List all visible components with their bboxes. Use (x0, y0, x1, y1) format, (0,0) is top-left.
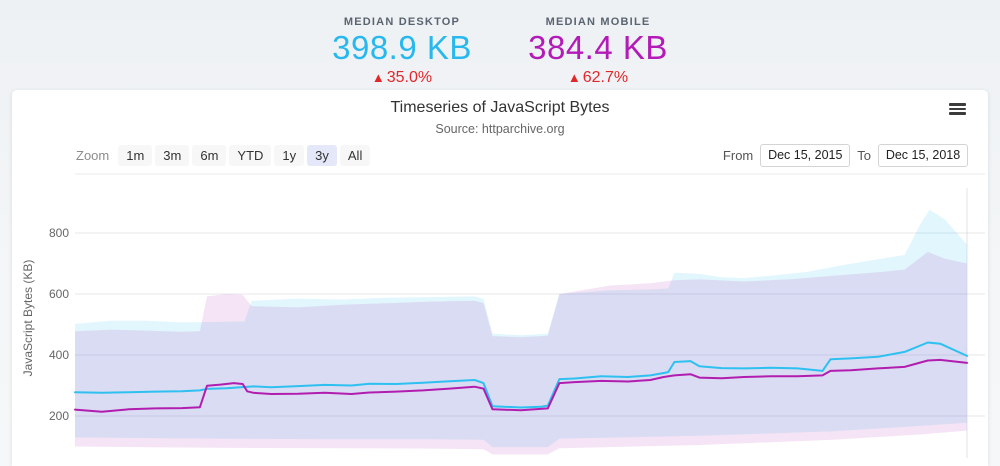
to-date-input[interactable] (878, 143, 968, 167)
stat-delta-desktop-value: 35.0% (386, 68, 433, 86)
chart-title: Timeseries of JavaScript Bytes (390, 99, 610, 116)
hamburger-menu-icon[interactable] (949, 103, 966, 116)
mobile-band (75, 251, 967, 455)
stat-delta-mobile: ▲ 62.7% (518, 69, 678, 87)
svg-text:400: 400 (49, 348, 69, 362)
gridlines (75, 232, 985, 417)
zoom-button-all[interactable]: All (339, 144, 371, 166)
stat-label-mobile: MEDIAN MOBILE (545, 16, 651, 28)
svg-text:200: 200 (49, 409, 69, 423)
zoom-label: Zoom (76, 147, 110, 163)
stat-value-mobile: 384.4 KB (528, 29, 668, 66)
y-axis-title: JavaScript Bytes (KB) (21, 260, 35, 377)
mobile-line (74, 358, 968, 413)
to-label: To (857, 147, 871, 163)
stat-label-desktop: MEDIAN DESKTOP (343, 16, 461, 28)
y-axis-labels: 200 400 600 800 (49, 226, 69, 423)
stat-median-mobile: MEDIAN MOBILE 384.4 KB ▲ 62.7% (518, 16, 678, 90)
svg-text:600: 600 (49, 287, 69, 301)
zoom-button-3m[interactable]: 3m (155, 144, 190, 166)
date-range: From To (722, 143, 968, 167)
chart-plot-area[interactable]: 200 400 600 800 JavaScript Bytes (KB) (12, 168, 988, 466)
zoom-button-1m[interactable]: 1m (118, 144, 153, 166)
stat-delta-desktop: ▲ 35.0% (322, 69, 482, 87)
svg-text:800: 800 (49, 226, 69, 240)
increase-triangle-icon: ▲ (567, 69, 581, 85)
chart-card: Timeseries of JavaScript Bytes Source: h… (12, 90, 988, 466)
zoom-button-1y[interactable]: 1y (274, 144, 305, 166)
zoom-button-6m[interactable]: 6m (192, 144, 227, 166)
increase-triangle-icon: ▲ (371, 69, 385, 85)
stat-value-desktop: 398.9 KB (332, 29, 472, 66)
desktop-band (75, 209, 967, 448)
summary-stats: MEDIAN DESKTOP 398.9 KB ▲ 35.0% MEDIAN MO… (0, 0, 1000, 90)
zoom-button-ytd[interactable]: YTD (229, 144, 272, 166)
from-label: From (722, 147, 754, 163)
chart-controls: Zoom 1m 3m 6m YTD 1y 3y All From To (76, 143, 968, 167)
chart-subtitle: Source: httparchive.org (435, 122, 565, 136)
desktop-line (74, 341, 968, 409)
from-date-input[interactable] (760, 143, 851, 167)
stat-delta-mobile-value: 62.7% (582, 68, 629, 86)
stat-median-desktop: MEDIAN DESKTOP 398.9 KB ▲ 35.0% (322, 16, 482, 90)
zoom-button-3y[interactable]: 3y (307, 144, 337, 166)
